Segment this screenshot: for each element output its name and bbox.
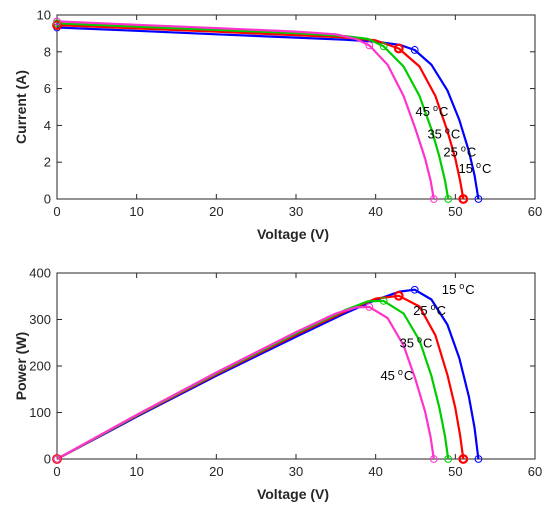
- curve-label-unit: C: [465, 282, 474, 297]
- curve-label-value: 35: [400, 335, 414, 350]
- x-axis-label: Voltage (V): [257, 486, 329, 502]
- degree-symbol: o: [445, 125, 450, 135]
- y-tick-label: 300: [29, 312, 51, 327]
- curve-label-unit: C: [451, 126, 460, 141]
- data-point-marker: [444, 195, 453, 203]
- y-tick-label: 400: [29, 266, 51, 281]
- series-line-45c: [56, 305, 435, 460]
- x-tick-label: 30: [289, 204, 303, 219]
- data-point-marker: [365, 41, 374, 50]
- y-tick-label: 200: [29, 359, 51, 374]
- curve-label-value: 45: [380, 368, 394, 383]
- y-axis-label: Power (W): [13, 332, 29, 400]
- curve-label-unit: C: [482, 161, 491, 176]
- x-axis-label: Voltage (V): [257, 226, 329, 242]
- data-point-marker: [365, 303, 374, 311]
- curve-label-value: 45: [416, 104, 430, 119]
- y-tick-label: 0: [44, 452, 51, 467]
- data-point-marker: [53, 17, 61, 26]
- data-point-marker: [429, 455, 438, 463]
- data-point-marker: [393, 43, 404, 54]
- x-tick-label: 30: [289, 464, 303, 479]
- data-point-marker: [429, 195, 438, 203]
- x-tick-label: 10: [129, 204, 143, 219]
- curve-label-unit: C: [439, 104, 448, 119]
- y-tick-label: 0: [44, 192, 51, 207]
- x-tick-label: 40: [368, 204, 382, 219]
- x-tick-label: 20: [209, 464, 223, 479]
- y-tick-label: 6: [44, 81, 51, 96]
- y-tick-label: 8: [44, 44, 51, 59]
- y-tick-label: 4: [44, 118, 51, 133]
- curve-label-value: 15: [442, 282, 456, 297]
- data-point-marker: [410, 46, 419, 54]
- data-point-marker: [52, 20, 62, 31]
- data-point-marker: [458, 454, 469, 464]
- curve-label-unit: C: [467, 145, 476, 160]
- curve-label-value: 25: [443, 145, 457, 160]
- series-line-45c: [56, 20, 435, 200]
- degree-symbol: o: [476, 160, 481, 170]
- current-voltage-panel: 0 10 20 30 40 50 60 0 2 4 6 8 10 Voltage (V) Current (…: [13, 8, 542, 243]
- x-tick-label: 50: [448, 464, 462, 479]
- x-tick-label: 60: [528, 464, 542, 479]
- data-point-marker: [410, 285, 419, 294]
- y-tick-label: 10: [37, 8, 51, 23]
- data-point-marker: [474, 195, 483, 203]
- x-tick-label: 0: [53, 204, 60, 219]
- degree-symbol: o: [398, 367, 403, 377]
- power-voltage-panel: 0 10 20 30 40 50 60 0 100 200 300 400 Voltage (V) Pow…: [13, 266, 542, 503]
- curve-label-value: 25: [413, 303, 427, 318]
- x-tick-label: 40: [368, 464, 382, 479]
- data-point-marker: [379, 42, 388, 51]
- series-line-25c: [56, 24, 465, 200]
- data-point-marker: [379, 297, 388, 305]
- x-tick-label: 50: [448, 204, 462, 219]
- curve-label-unit: C: [404, 368, 413, 383]
- series-line-15c: [56, 26, 480, 200]
- degree-symbol: o: [417, 334, 422, 344]
- y-tick-label: 100: [29, 405, 51, 420]
- x-tick-label: 20: [209, 204, 223, 219]
- series-line-35c: [56, 22, 450, 200]
- curve-label-value: 35: [427, 126, 441, 141]
- series-line-15c: [56, 288, 480, 460]
- curve-label-unit: C: [437, 303, 446, 318]
- degree-symbol: o: [433, 103, 438, 113]
- data-point-marker: [458, 194, 469, 204]
- y-tick-label: 2: [44, 155, 51, 170]
- data-point-marker: [53, 455, 61, 463]
- curve-label-unit: C: [423, 335, 432, 350]
- degree-symbol: o: [459, 281, 464, 291]
- degree-symbol: o: [431, 302, 436, 312]
- data-point-marker: [444, 455, 453, 463]
- x-tick-label: 0: [53, 464, 60, 479]
- degree-symbol: o: [461, 144, 466, 154]
- y-axis-label: Current (A): [13, 70, 29, 144]
- x-tick-label: 10: [129, 464, 143, 479]
- data-point-marker: [474, 455, 483, 463]
- x-tick-label: 60: [528, 204, 542, 219]
- data-point-marker: [393, 290, 404, 301]
- series-line-25c: [56, 294, 465, 460]
- curve-label-value: 15: [459, 161, 473, 176]
- plot-frame: [56, 272, 536, 460]
